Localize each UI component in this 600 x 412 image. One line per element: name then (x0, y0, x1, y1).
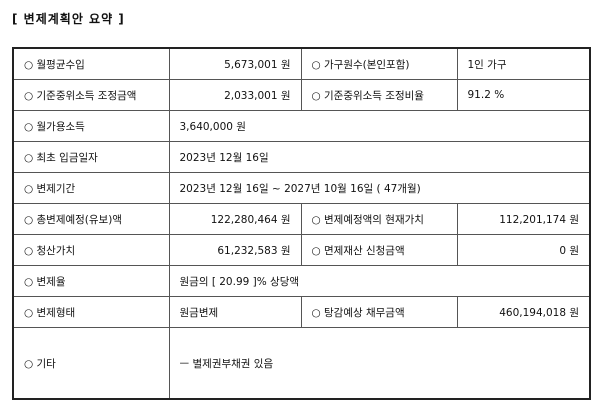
table-row: ○ 변제율 원금의 [ 20.99 ]% 상당액 (12, 265, 591, 297)
label-cell: ○ 월평균수입 (12, 47, 170, 80)
label-cell: ○ 변제예정액의 현재가치 (300, 203, 458, 235)
summary-table: ○ 월평균수입 5,673,001 원 ○ 가구원수(본인포함) 1인 가구 ○ 기준중… (12, 47, 591, 400)
value-cell: 122,280,464 원 (168, 203, 302, 235)
label-cell: ○ 변제율 (12, 265, 170, 297)
table-row: ○ 총변제예정(유보)액 122,280,464 원 ○ 변제예정액의 현재가치 11… (12, 203, 591, 235)
value-cell: 61,232,583 원 (168, 234, 302, 266)
value-cell: 460,194,018 원 (456, 296, 591, 328)
label-cell: ○ 가구원수(본인포함) (300, 47, 458, 80)
value-cell: 91.2 % (456, 79, 591, 111)
label-cell: ○ 월가용소득 (12, 110, 170, 142)
table-row: ○ 변제기간 2023년 12월 16일 ~ 2027년 10월 16일 ( 47… (12, 172, 591, 204)
table-row: ○ 월평균수입 5,673,001 원 ○ 가구원수(본인포함) 1인 가구 (12, 47, 591, 80)
label-cell: ○ 최초 입금일자 (12, 141, 170, 173)
table-row: ○ 기타 ㅡ 별제권부채권 있음 (12, 327, 591, 400)
value-cell: 1인 가구 (456, 47, 591, 80)
table-row: ○ 월가용소득 3,640,000 원 (12, 110, 591, 142)
label-cell: ○ 기타 (12, 327, 170, 400)
value-cell: 원금변제 (168, 296, 302, 328)
label-cell: ○ 탕감예상 채무금액 (300, 296, 458, 328)
label-cell: ○ 총변제예정(유보)액 (12, 203, 170, 235)
table-row: ○ 변제형태 원금변제 ○ 탕감예상 채무금액 460,194,018 원 (12, 296, 591, 328)
value-cell: 원금의 [ 20.99 ]% 상당액 (168, 265, 591, 297)
value-cell: 2023년 12월 16일 ~ 2027년 10월 16일 ( 47개월) (168, 172, 591, 204)
value-cell: ㅡ 별제권부채권 있음 (168, 327, 591, 400)
label-cell: ○ 기준중위소득 조정금액 (12, 79, 170, 111)
label-cell: ○ 변제형태 (12, 296, 170, 328)
value-cell: 0 원 (456, 234, 591, 266)
value-cell: 2023년 12월 16일 (168, 141, 591, 173)
table-row: ○ 최초 입금일자 2023년 12월 16일 (12, 141, 591, 173)
label-cell: ○ 청산가치 (12, 234, 170, 266)
title: [ 변제계획안 요약 ] (12, 12, 125, 26)
value-cell: 2,033,001 원 (168, 79, 302, 111)
value-cell: 3,640,000 원 (168, 110, 591, 142)
table-row: ○ 기준중위소득 조정금액 2,033,001 원 ○ 기준중위소득 조정비율 91.… (12, 79, 591, 111)
label-cell: ○ 변제기간 (12, 172, 170, 204)
value-cell: 5,673,001 원 (168, 47, 302, 80)
label-cell: ○ 기준중위소득 조정비율 (300, 79, 458, 111)
value-cell: 112,201,174 원 (456, 203, 591, 235)
label-cell: ○ 면제재산 신청금액 (300, 234, 458, 266)
table-row: ○ 청산가치 61,232,583 원 ○ 면제재산 신청금액 0 원 (12, 234, 591, 266)
